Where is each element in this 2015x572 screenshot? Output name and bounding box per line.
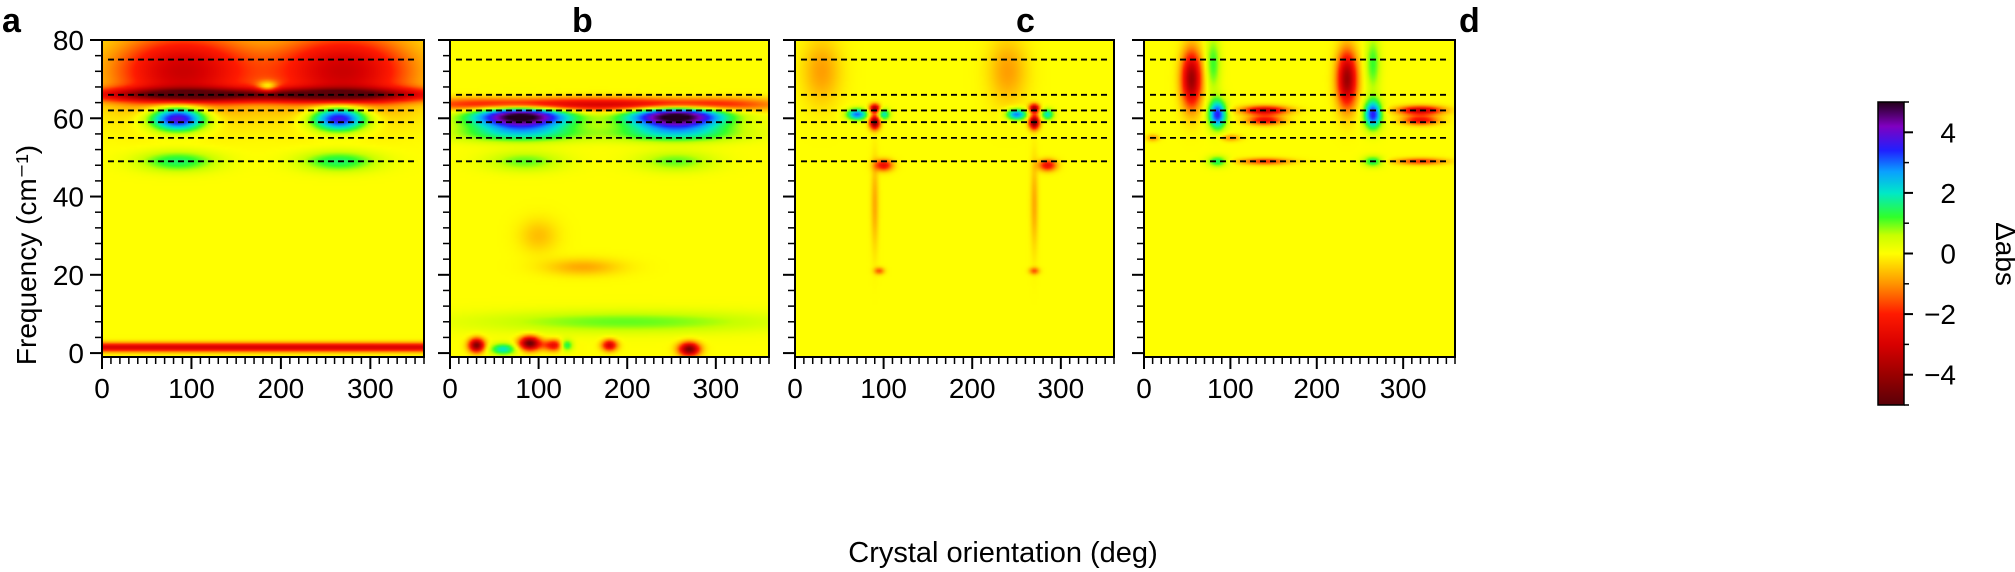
y-tick-label: 60 (53, 103, 84, 134)
x-tick-label: 0 (787, 373, 803, 404)
x-tick-label: 0 (94, 373, 110, 404)
x-tick-label: 300 (1037, 373, 1084, 404)
x-tick-label: 300 (692, 373, 739, 404)
y-tick-label: 20 (53, 260, 84, 291)
x-axis: 0 100 200 300 (94, 357, 425, 404)
x-tick-label: 200 (949, 373, 996, 404)
x-tick-label: 100 (1207, 373, 1254, 404)
y-axis: 0 20 40 60 80 (53, 25, 102, 369)
colorbar-tick-label: 0 (1940, 239, 1956, 270)
panel-a: a 0 20 40 60 80 0 100 200 300 Frequency (cm⁻¹) (2, 2, 425, 404)
x-tick-label: 300 (347, 373, 394, 404)
heatmap-area (102, 40, 424, 357)
colorbar-label: Δabs (1990, 222, 2015, 286)
heatmap-image (102, 40, 424, 357)
x-tick-label: 200 (1293, 373, 1340, 404)
y-tick-label: 80 (53, 25, 84, 56)
x-tick-label: 200 (258, 373, 305, 404)
colorbar: 4 2 0 −2 −4 Δabs (1877, 101, 2015, 406)
colorbar-tick-label: 2 (1940, 178, 1956, 209)
colorbar-tick-label: −2 (1924, 299, 1956, 330)
colorbar-ticks: 4 2 0 −2 −4 (1904, 101, 1956, 406)
x-axis-label: Crystal orientation (deg) (848, 537, 1157, 569)
heatmap-area (1144, 40, 1455, 357)
x-tick-label: 100 (515, 373, 562, 404)
x-tick-label: 300 (1380, 373, 1427, 404)
dashed-reference-lines (801, 58, 1108, 163)
y-axis (1132, 39, 1144, 355)
panel-label: d (1459, 2, 1480, 40)
dashed-reference-lines (456, 58, 763, 163)
panel-d: d 0 100 200 300 (1132, 2, 1480, 404)
x-axis: 0 100 200 300 (787, 357, 1115, 404)
y-tick-label: 0 (68, 338, 84, 369)
x-axis: 0 100 200 300 (1136, 357, 1456, 404)
dashed-reference-lines (108, 58, 418, 163)
heatmap-area (450, 40, 769, 357)
panel-b: b 0 100 200 300 (438, 2, 770, 404)
colorbar-tick-label: 4 (1940, 117, 1956, 148)
heatmap-area (795, 40, 1114, 357)
heatmap-image (1144, 40, 1455, 357)
y-axis (438, 39, 450, 355)
x-tick-label: 100 (860, 373, 907, 404)
x-tick-label: 0 (442, 373, 458, 404)
colorbar-tick-label: −4 (1924, 360, 1956, 391)
y-axis-label: Frequency (cm⁻¹) (11, 145, 42, 365)
panel-label: c (1016, 2, 1035, 40)
x-tick-label: 200 (604, 373, 651, 404)
x-tick-label: 100 (168, 373, 215, 404)
x-axis: 0 100 200 300 (442, 357, 770, 404)
y-axis (783, 39, 795, 355)
x-tick-label: 0 (1136, 373, 1152, 404)
heatmap-image (795, 40, 1114, 357)
panel-c: c 0 100 200 300 (783, 2, 1115, 404)
colorbar-gradient (1877, 101, 1905, 406)
heatmap-image (450, 40, 769, 357)
panel-label: a (2, 2, 22, 40)
panel-label: b (572, 2, 593, 40)
y-tick-label: 40 (53, 182, 84, 213)
